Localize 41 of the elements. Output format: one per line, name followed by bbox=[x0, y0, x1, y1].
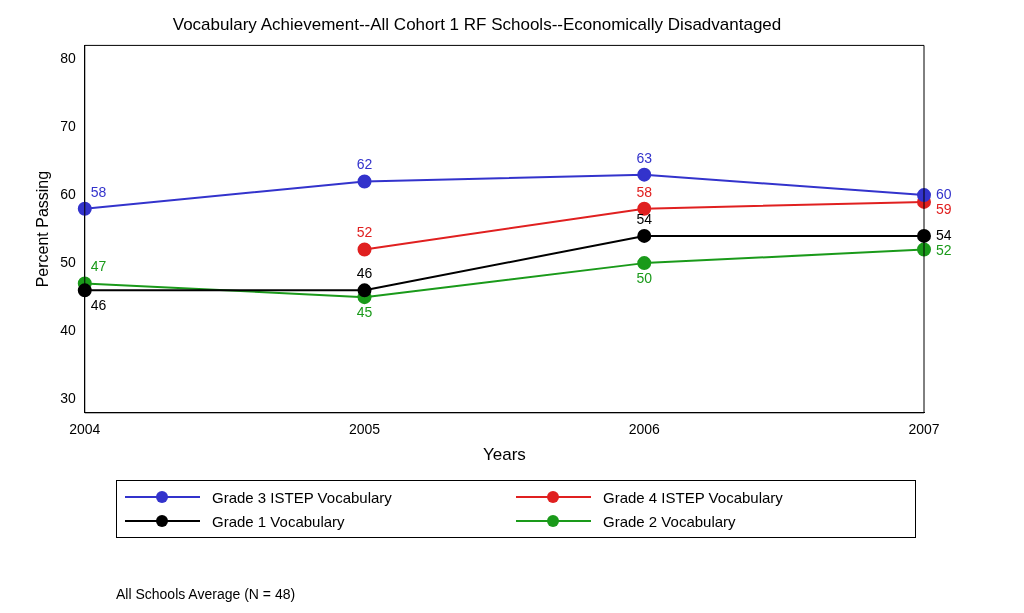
chart-title: Vocabulary Achievement--All Cohort 1 RF Schools--Economically Disadvantaged bbox=[172, 14, 782, 34]
data-label: 50 bbox=[636, 269, 653, 286]
legend-label: Grade 2 Vocabulary bbox=[603, 512, 736, 530]
y-axis-title: Percent Passing bbox=[34, 170, 52, 288]
y-tick-label: 50 bbox=[60, 253, 76, 270]
data-label: 58 bbox=[90, 183, 107, 200]
y-tick-label: 60 bbox=[60, 185, 76, 202]
data-label: 52 bbox=[356, 224, 373, 241]
point bbox=[77, 201, 92, 216]
y-tick-label: 80 bbox=[60, 49, 76, 66]
data-label: 52 bbox=[936, 241, 952, 258]
data-label: 63 bbox=[636, 149, 653, 166]
legend-label: Grade 1 Vocabulary bbox=[212, 512, 345, 530]
point bbox=[637, 256, 652, 271]
point bbox=[77, 283, 92, 298]
legend-label: Grade 4 ISTEP Vocabulary bbox=[603, 488, 783, 506]
point bbox=[637, 228, 652, 243]
x-tick-label: 2006 bbox=[628, 421, 661, 438]
y-tick-label: 40 bbox=[60, 322, 76, 339]
data-label: 46 bbox=[90, 297, 107, 314]
x-tick-label: 2004 bbox=[69, 421, 101, 438]
data-label: 45 bbox=[356, 304, 373, 320]
x-tick-label: 2005 bbox=[348, 421, 381, 438]
data-label: 62 bbox=[356, 156, 373, 173]
x-axis-title: Years bbox=[482, 445, 526, 465]
point bbox=[357, 283, 372, 298]
point bbox=[357, 242, 372, 257]
data-label: 58 bbox=[636, 183, 653, 200]
data-label: 47 bbox=[90, 258, 107, 275]
data-label: 60 bbox=[936, 185, 952, 202]
point bbox=[637, 167, 652, 182]
y-tick-label: 70 bbox=[60, 117, 76, 134]
text: All Schools Average (N = 48) bbox=[116, 586, 296, 602]
y-tick-label: 30 bbox=[60, 390, 76, 407]
data-label: 46 bbox=[356, 265, 373, 282]
x-tick-label: 2007 bbox=[908, 421, 940, 438]
data-label: 54 bbox=[636, 210, 653, 227]
data-label: 54 bbox=[936, 226, 952, 243]
point bbox=[357, 174, 372, 189]
legend-label: Grade 3 ISTEP Vocabulary bbox=[212, 488, 392, 506]
data-label: 59 bbox=[936, 200, 952, 217]
